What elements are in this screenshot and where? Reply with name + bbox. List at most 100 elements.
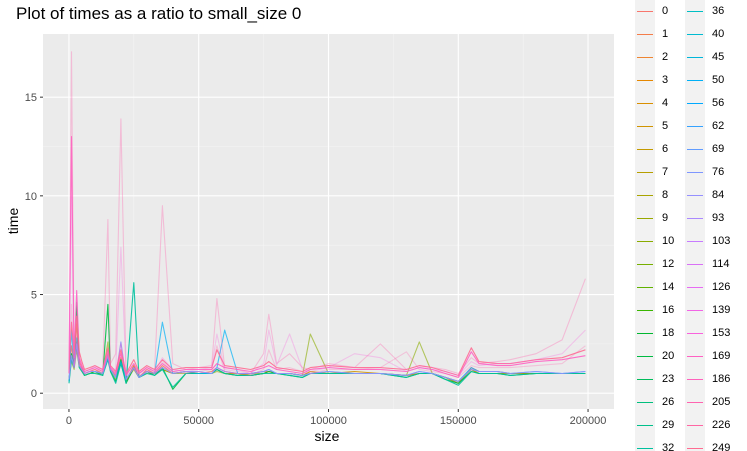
legend-key [635,184,655,207]
legend-label: 0 [662,5,669,17]
legend-label: 1 [662,28,669,40]
legend-key [635,299,655,322]
legend-label: 126 [712,281,731,293]
legend-label: 153 [712,327,731,339]
legend-label: 93 [712,212,725,224]
legend-key-line [637,11,653,12]
legend-label: 32 [662,442,675,451]
legend-key [635,437,655,451]
legend-key-line [637,218,653,219]
series-line-11 [68,303,586,378]
legend-key-line [687,195,703,196]
legend-label: 3 [662,74,669,86]
series-line-8 [68,315,586,376]
legend-key [685,299,705,322]
y-axis-title: time [5,208,21,235]
legend-label: 36 [712,5,725,17]
legend-label: 205 [712,396,731,408]
legend-key [635,253,655,276]
y-tick-label: 0 [31,388,37,400]
legend-key [685,437,705,451]
legend-label: 40 [712,28,725,40]
legend-key-line [637,57,653,58]
legend-key-line [687,80,703,81]
legend-label: 6 [662,143,669,155]
x-axis: 0 50000 100000 150000 200000 [66,409,606,427]
legend-key [685,276,705,299]
legend-label: 8 [662,189,669,201]
legend-label: 20 [662,350,675,362]
legend-key-line [687,379,703,380]
legend-key [685,69,705,92]
legend-key [685,23,705,46]
legend-key-line [637,103,653,104]
legend-key [635,345,655,368]
legend-key-line [637,379,653,380]
legend-label: 14 [662,281,675,293]
legend-label: 103 [712,235,731,247]
legend-key-line [687,310,703,311]
legend-key-line [687,57,703,58]
legend-key [635,69,655,92]
legend-key-line [637,425,653,426]
legend-key [635,368,655,391]
legend-key-line [637,356,653,357]
legend-key [635,92,655,115]
legend-key [685,253,705,276]
legend-key [635,391,655,414]
legend-key-line [687,34,703,35]
legend: 0 1 2 3 4 5 6 7 8 9 10 12 14 16 18 20 23 26 29 32 36 40 45 50 56… [635,0,747,451]
legend-key [635,322,655,345]
legend-label: 139 [712,304,731,316]
legend-key [685,0,705,23]
legend-key-line [687,402,703,403]
legend-key-line [637,402,653,403]
x-tick-label: 0 [66,415,72,427]
legend-label: 84 [712,189,725,201]
legend-key [685,46,705,69]
series-line-9 [68,51,586,375]
legend-key-line [687,264,703,265]
legend-key-line [687,218,703,219]
legend-key [685,322,705,345]
x-tick-label: 100000 [310,415,347,427]
legend-key-line [637,80,653,81]
y-tick-label: 5 [31,290,37,302]
legend-key [685,368,705,391]
legend-key [685,115,705,138]
legend-key [685,414,705,437]
series-line-7 [68,136,586,378]
legend-key [635,138,655,161]
legend-key-line [687,425,703,426]
legend-key-line [687,11,703,12]
legend-label: 226 [712,419,731,431]
legend-label: 114 [712,258,730,270]
series-line-6 [68,341,586,382]
legend-key-line [687,287,703,288]
legend-label: 12 [662,258,675,270]
series-line-10 [68,195,586,376]
chart-canvas: 0 50000 100000 150000 200000 0 5 10 15 size tim… [5,34,614,444]
series-lines [68,51,586,390]
legend-key-line [687,241,703,242]
legend-key [685,161,705,184]
legend-key-line [637,287,653,288]
legend-label: 7 [662,166,669,178]
legend-key [635,46,655,69]
legend-label: 62 [712,120,725,132]
legend-key-line [687,172,703,173]
legend-key [685,184,705,207]
legend-label: 10 [662,235,675,247]
legend-label: 9 [662,212,669,224]
legend-label: 50 [712,74,725,86]
legend-key-line [637,310,653,311]
legend-key [635,161,655,184]
legend-key-line [687,356,703,357]
legend-key [635,276,655,299]
legend-key-line [687,333,703,334]
legend-label: 16 [662,304,675,316]
legend-key [685,207,705,230]
legend-key [685,92,705,115]
legend-label: 45 [712,51,725,63]
legend-label: 56 [712,97,725,109]
